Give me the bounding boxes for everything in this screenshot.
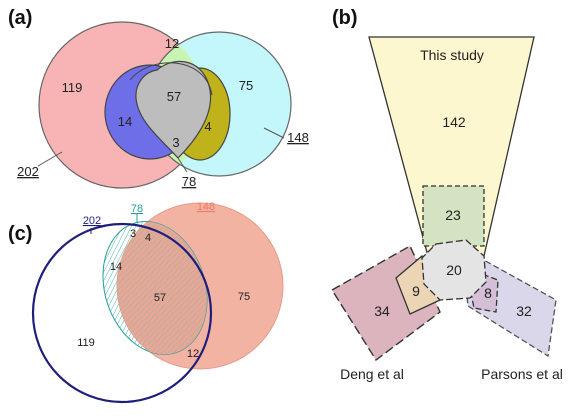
venn-a: (a) 119 12 75 57 14 4 3 202 148 78 (8, 7, 309, 189)
venn-a-gray-center (135, 60, 212, 159)
panel-label-c: (c) (8, 223, 32, 245)
panel-label-b: (b) (332, 7, 358, 29)
venn-b-region-parsons-only: 32 (516, 303, 532, 319)
venn-b: (b) This study 142 23 20 9 8 34 32 Deng … (331, 7, 563, 382)
venn-b-label-parsons: Parsons et al (481, 366, 563, 382)
venn-b-center-shape (421, 239, 487, 301)
venn-b-region-parsons-overlap: 8 (484, 285, 492, 301)
venn-c-region-center: 57 (154, 292, 166, 304)
venn-a-region-green: 12 (165, 36, 179, 51)
venn-a-region-triple: 3 (172, 135, 179, 150)
venn-a-region-pink-only: 119 (62, 80, 83, 95)
venn-a-leader-gray (177, 157, 188, 173)
venn-c-total-teal: 78 (131, 203, 143, 215)
venn-b-label-deng: Deng et al (340, 366, 404, 382)
venn-b-label-this-study: This study (420, 47, 484, 63)
venn-b-region-this-study-only: 142 (442, 114, 466, 130)
venn-a-gray-outline (129, 62, 213, 96)
venn-c-region-navy-salmon: 12 (187, 348, 199, 360)
venn-a-region-center: 57 (167, 89, 181, 104)
venn-b-green-box (422, 185, 485, 247)
venn-a-region-cyan-only: 75 (239, 78, 253, 93)
venn-c-region-teal-salmon-top: 4 (145, 232, 151, 244)
venn-a-region-olive: 4 (204, 119, 211, 134)
venn-a-region-blue: 14 (118, 114, 132, 129)
venn-c-region-teal-only: 14 (110, 261, 122, 273)
venn-a-total-cyan: 148 (287, 130, 309, 145)
venn-c-navy-circle (31, 222, 213, 404)
venn-c-region-salmon-only: 75 (238, 291, 250, 303)
venn-b-region-deng-only: 34 (374, 303, 390, 319)
venn-c-region-navy-only: 119 (77, 337, 95, 349)
venn-c-region-teal-top: 3 (130, 228, 136, 240)
panel-label-a: (a) (8, 7, 32, 29)
venn-a-total-gray: 78 (182, 174, 196, 189)
venn-a-total-pink: 202 (17, 164, 39, 179)
venn-b-region-green: 23 (445, 207, 461, 223)
venn-c-total-navy: 202 (83, 215, 101, 227)
venn-a-leader-pink (37, 151, 63, 167)
venn-b-region-deng-overlap: 9 (412, 283, 420, 299)
venn-a-leader-cyan (263, 127, 285, 139)
venn-b-region-center: 20 (446, 262, 462, 278)
venn-c-total-salmon: 148 (197, 201, 215, 213)
